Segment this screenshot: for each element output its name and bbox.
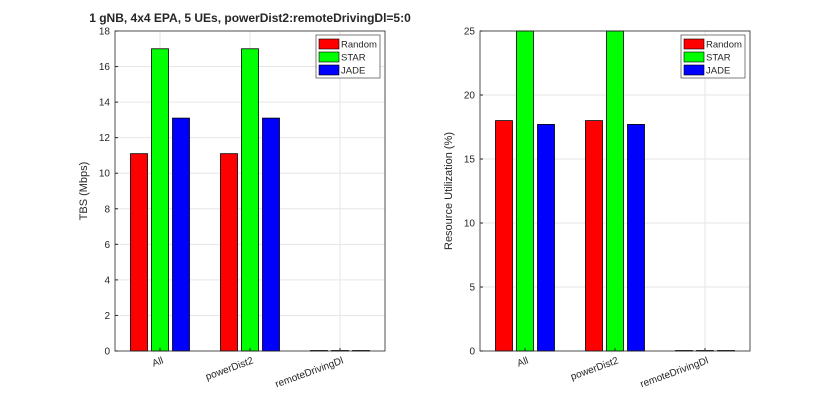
- bar-random-1: [495, 120, 513, 352]
- bar-jade-2: [627, 124, 645, 352]
- y-tick-label: 12: [99, 133, 111, 144]
- bar-random-2: [585, 120, 603, 352]
- legend-swatch-jade: [318, 64, 340, 76]
- y-tick-label: 5: [469, 283, 475, 294]
- y-tick-label: 0: [104, 347, 110, 358]
- legend-swatch-jade: [683, 64, 705, 76]
- y-tick-label: 4: [104, 275, 110, 286]
- legend-label-jade: JADE: [706, 66, 730, 77]
- y-tick-label: 14: [99, 98, 111, 109]
- legend: Random STAR JADE: [315, 34, 381, 79]
- chart-title: 1 gNB, 4x4 EPA, 5 UEs, powerDist2:remote…: [89, 11, 411, 25]
- bar-jade-2: [262, 117, 280, 352]
- bar-star-1: [516, 30, 534, 352]
- chart-2: 0 5 10 15 20 25 All powerDist2 remoteDrivingDl Re…: [443, 27, 751, 390]
- legend-label-star: STAR: [706, 53, 731, 64]
- x-tick-label: remoteDrivingDl: [274, 355, 345, 390]
- y-tick-label: 15: [464, 155, 476, 166]
- x-tick-label: All: [151, 355, 165, 369]
- y-tick-label: 10: [99, 169, 111, 180]
- bar-random-2: [220, 153, 238, 352]
- y-tick-label: 18: [99, 27, 111, 38]
- bar-jade-1: [172, 117, 190, 352]
- y-tick-label: 10: [464, 219, 476, 230]
- chart-1: 0 2 4 6 8 10 12 14 16 18 All powerDist2 remoteDrivin…: [78, 11, 411, 390]
- bar-random-1: [130, 153, 148, 352]
- y-tick-label: 16: [99, 62, 111, 73]
- legend-label-random: Random: [341, 40, 377, 51]
- legend-label-star: STAR: [341, 53, 366, 64]
- legend-swatch-random: [683, 38, 705, 50]
- y-axis-label: Resource Utilization (%): [443, 132, 455, 250]
- legend-swatch-random: [318, 38, 340, 50]
- x-tick-label: remoteDrivingDl: [639, 355, 710, 390]
- x-tick-label: powerDist2: [204, 355, 255, 383]
- bar-jade-1: [537, 124, 555, 352]
- y-tick-label: 25: [464, 27, 476, 38]
- legend-swatch-star: [683, 51, 705, 63]
- y-tick-label: 8: [104, 204, 110, 215]
- bar-star-2: [606, 30, 624, 352]
- legend-label-jade: JADE: [341, 66, 365, 77]
- y-axis-label: TBS (Mbps): [78, 162, 90, 221]
- y-tick-label: 20: [464, 91, 476, 102]
- legend-label-random: Random: [706, 40, 742, 51]
- y-tick-label: 2: [104, 311, 110, 322]
- bar-star-1: [151, 48, 169, 352]
- legend: Random STAR JADE: [680, 34, 746, 79]
- legend-swatch-star: [318, 51, 340, 63]
- x-tick-label: powerDist2: [569, 355, 620, 383]
- y-tick-label: 0: [469, 347, 475, 358]
- bar-star-2: [241, 48, 259, 352]
- y-tick-label: 6: [104, 240, 110, 251]
- x-tick-label: All: [516, 355, 530, 369]
